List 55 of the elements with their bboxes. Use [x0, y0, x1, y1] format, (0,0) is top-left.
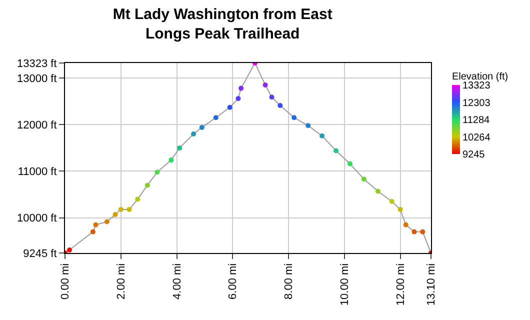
- point: [420, 229, 426, 234]
- color-bar-label: 11284: [462, 115, 490, 126]
- point: [66, 247, 72, 252]
- point: [403, 222, 408, 228]
- point: [154, 170, 160, 175]
- x-tick-label: 6.00 mi: [227, 263, 240, 300]
- point: [144, 182, 150, 188]
- y-tick-label: 9245 ft: [23, 248, 57, 260]
- x-tick-label: 13.10 mi: [426, 263, 438, 306]
- point: [278, 103, 283, 108]
- point: [389, 199, 394, 204]
- point: [292, 115, 297, 120]
- x-tick-label: 10.00 mi: [338, 263, 351, 306]
- color-bar-label: 10264: [462, 132, 491, 144]
- point: [306, 123, 311, 128]
- point: [104, 219, 110, 224]
- point: [112, 212, 118, 218]
- point: [269, 94, 274, 100]
- point: [213, 115, 218, 120]
- x-tick-label: 0.00 mi: [60, 263, 72, 300]
- point: [93, 222, 98, 228]
- color-bar-label: 12303: [462, 98, 491, 109]
- point: [238, 86, 244, 91]
- point: [177, 145, 182, 150]
- point: [135, 196, 140, 202]
- chart-title: Mt Lady Washington from East Longs Peak Trailhead: [112, 6, 332, 43]
- x-tick-label: 12.00 mi: [394, 263, 407, 306]
- point: [361, 176, 366, 182]
- point: [90, 229, 96, 234]
- point: [126, 206, 132, 212]
- y-tick-label: 13323 ft: [17, 58, 57, 70]
- point: [262, 82, 268, 88]
- x-tick-label: 8.00 mi: [283, 263, 296, 300]
- point: [191, 131, 196, 136]
- y-tick-label: 10000 ft: [17, 212, 57, 225]
- point: [320, 133, 325, 138]
- point: [347, 161, 352, 166]
- point: [375, 188, 380, 194]
- point: [398, 206, 403, 212]
- point: [168, 158, 174, 163]
- point: [199, 124, 204, 130]
- color-bar-label: 9245: [462, 150, 486, 161]
- y-tick-label: 12000 ft: [17, 119, 57, 132]
- point: [118, 206, 124, 212]
- point: [334, 148, 339, 154]
- point: [412, 229, 417, 234]
- line-series: [65, 63, 431, 253]
- y-tick-label: 13000 ft: [17, 72, 57, 85]
- y-tick-label: 11000 ft: [18, 166, 57, 178]
- point: [236, 96, 241, 102]
- color-bar-label: 13323: [462, 80, 491, 92]
- point: [227, 104, 232, 110]
- color-bar-title: Elevation (ft): [452, 72, 508, 83]
- x-tick-label: 4.00 mi: [171, 263, 184, 300]
- x-tick-label: 2.00 mi: [115, 263, 128, 300]
